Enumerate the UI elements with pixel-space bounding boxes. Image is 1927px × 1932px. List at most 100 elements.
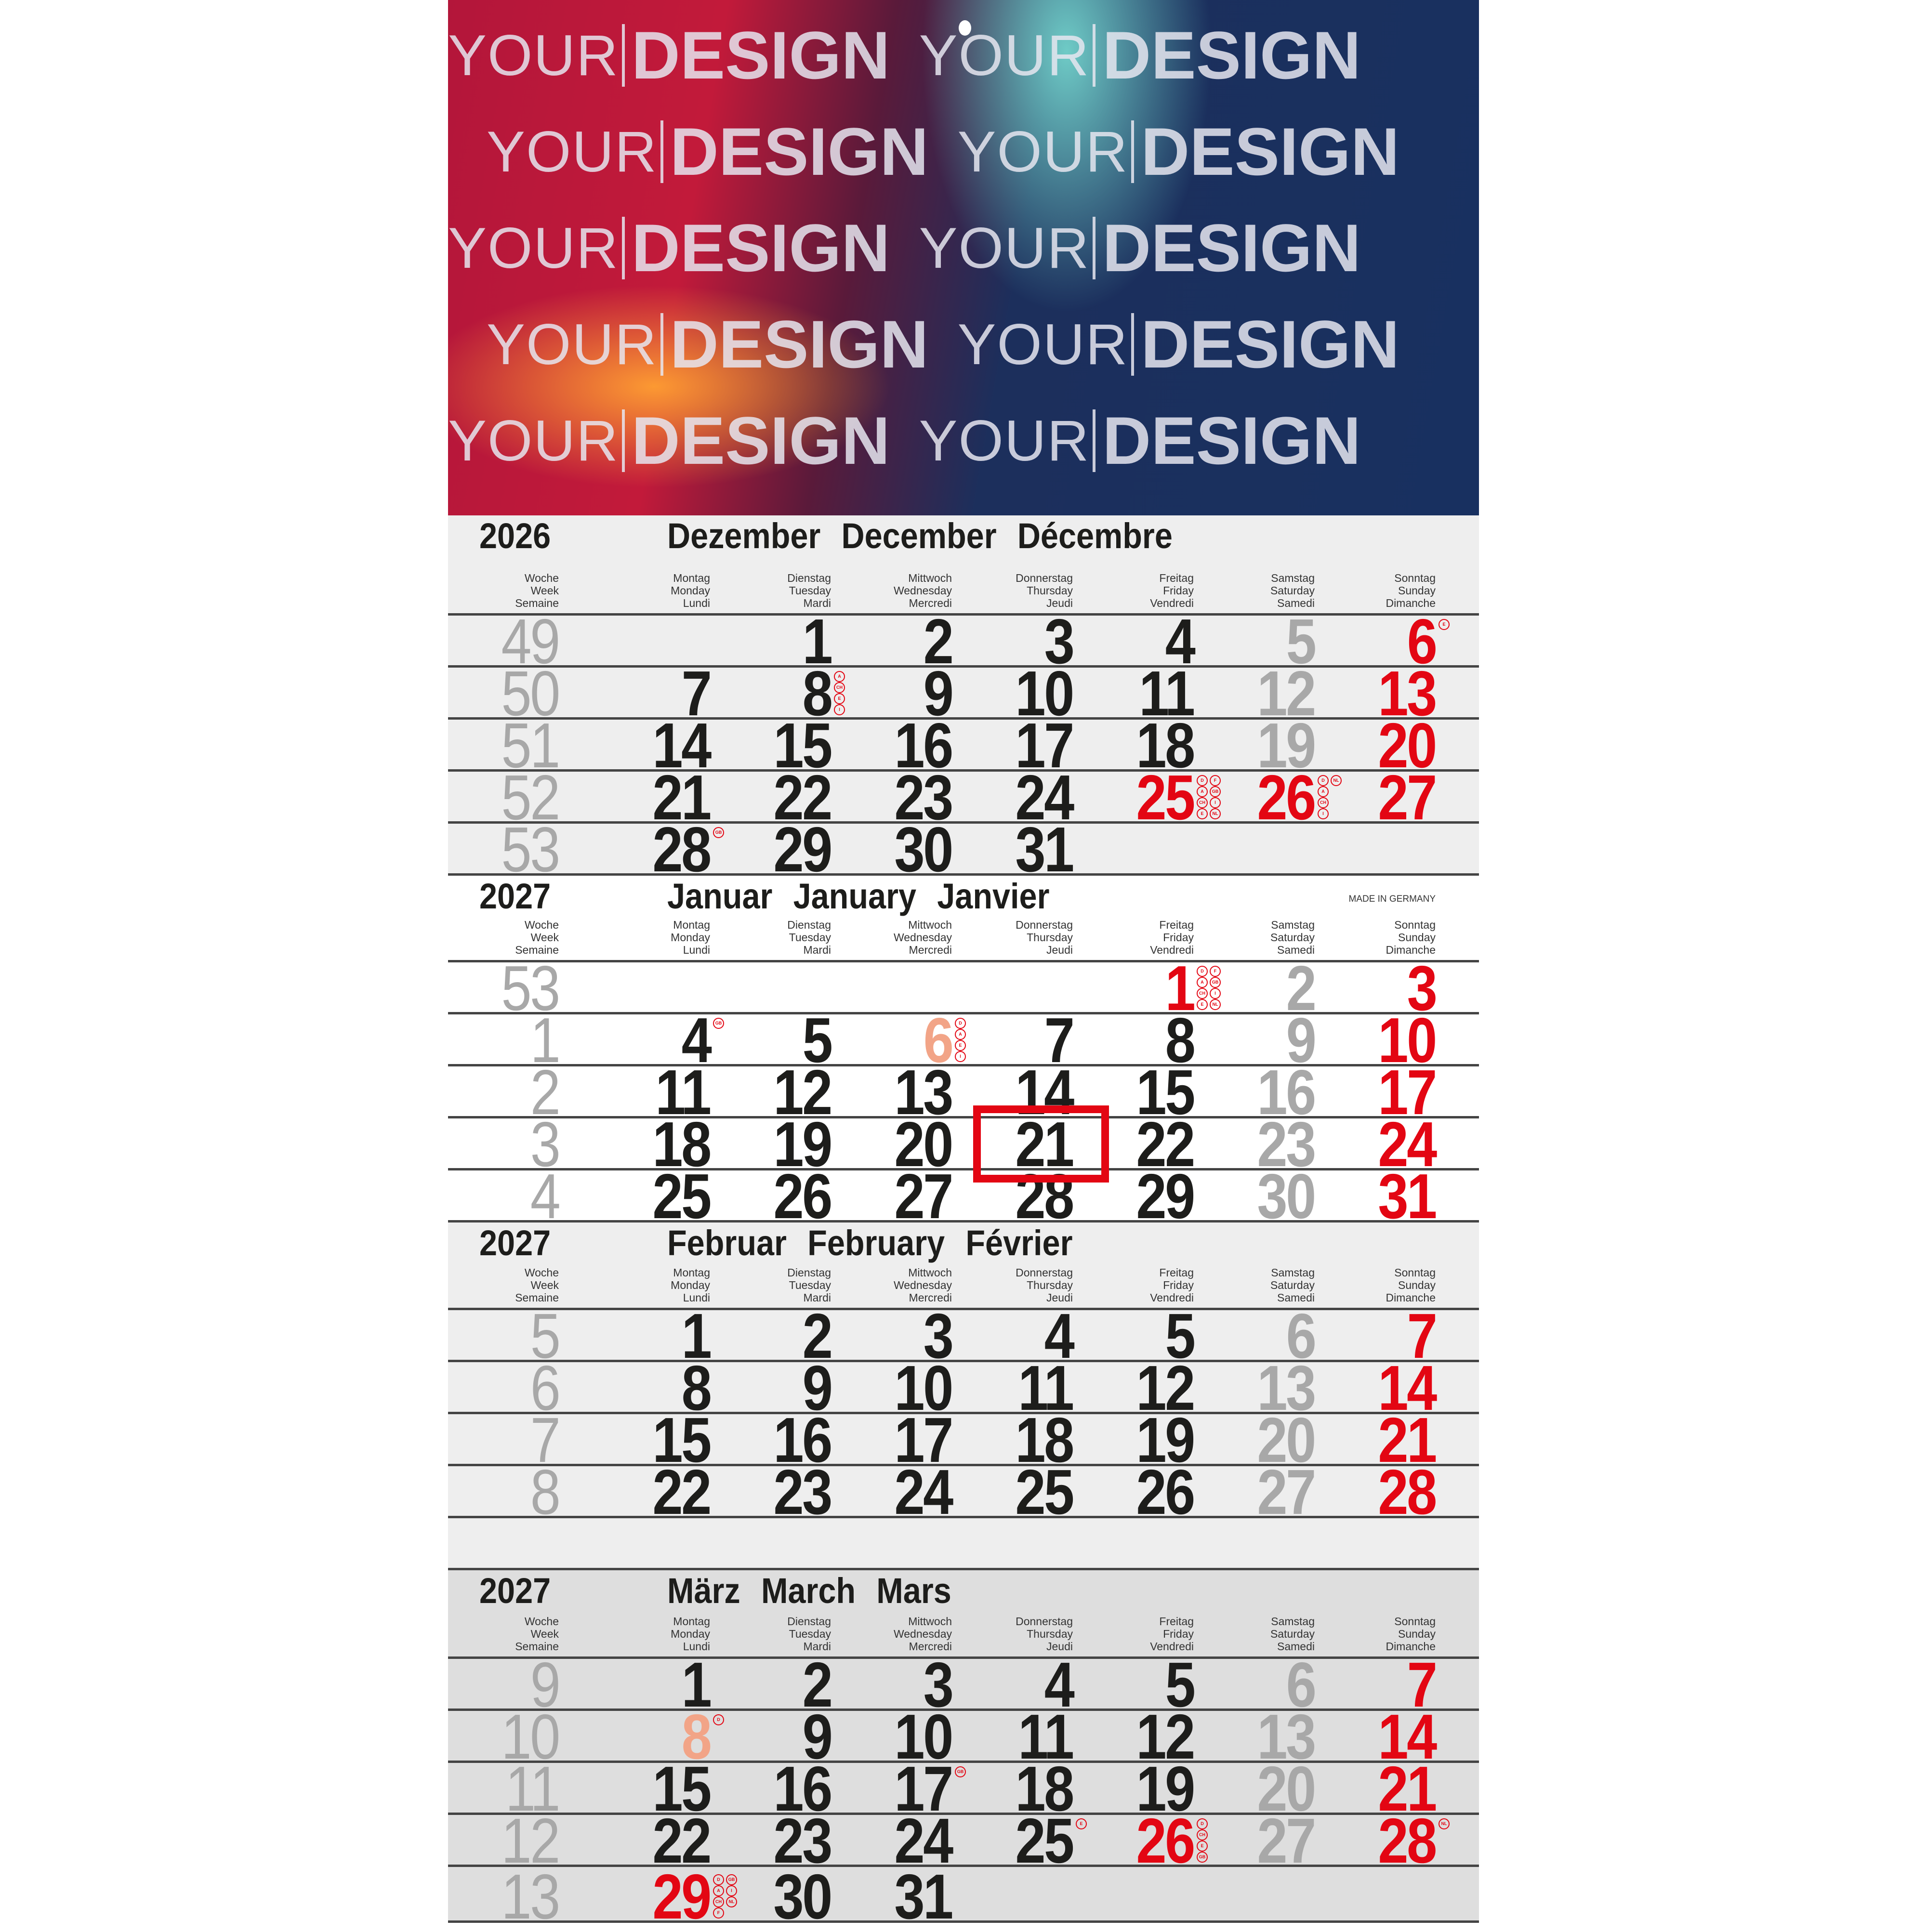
- day-cell[interactable]: 5: [1073, 1304, 1195, 1368]
- day-cell[interactable]: 25: [589, 1165, 712, 1228]
- day-cell[interactable]: 18: [589, 1113, 712, 1176]
- day-cell[interactable]: 25 D A CH E F GB I NL: [1073, 766, 1221, 829]
- day-cell[interactable]: 4: [952, 1304, 1074, 1368]
- day-cell[interactable]: 7: [1315, 1653, 1437, 1717]
- day-cell[interactable]: 19: [710, 1113, 833, 1176]
- day-cell[interactable]: 22: [1073, 1113, 1196, 1176]
- day-cell[interactable]: 23: [1194, 1113, 1317, 1176]
- day-cell[interactable]: 3: [831, 1304, 953, 1368]
- day-cell[interactable]: 11: [952, 1705, 1075, 1769]
- day-cell[interactable]: 15: [1073, 1061, 1196, 1124]
- day-cell[interactable]: 4: [1073, 610, 1195, 673]
- day-cell[interactable]: 21: [1315, 1408, 1438, 1472]
- day-cell[interactable]: 1 D A CH E F GB I NL: [1073, 957, 1221, 1020]
- day-cell[interactable]: 5: [1194, 610, 1316, 673]
- day-cell[interactable]: 20: [1194, 1757, 1317, 1821]
- day-cell[interactable]: 5: [1073, 1653, 1195, 1717]
- day-cell[interactable]: 2: [831, 610, 953, 673]
- day-cell[interactable]: 29 D A CH F GB I NL: [589, 1865, 737, 1929]
- day-cell[interactable]: 10: [831, 1356, 954, 1420]
- day-cell[interactable]: 7: [1315, 1304, 1437, 1368]
- day-cell[interactable]: 26 D CH E GB: [1073, 1809, 1208, 1873]
- day-cell[interactable]: 3: [952, 610, 1074, 673]
- day-cell[interactable]: 12: [1194, 662, 1317, 725]
- day-cell[interactable]: 23: [710, 1809, 833, 1873]
- day-cell[interactable]: 7: [952, 1009, 1074, 1072]
- day-cell[interactable]: 12: [1073, 1356, 1196, 1420]
- day-cell[interactable]: 27: [1315, 766, 1438, 829]
- day-cell[interactable]: 8 A CH E I: [710, 662, 845, 725]
- day-cell[interactable]: 4 GB: [589, 1009, 724, 1072]
- day-cell[interactable]: 17 GB: [831, 1757, 966, 1821]
- day-cell[interactable]: 17: [1315, 1061, 1438, 1124]
- day-cell[interactable]: 4: [952, 1653, 1074, 1717]
- day-cell[interactable]: 9: [710, 1356, 832, 1420]
- day-cell[interactable]: 14: [1315, 1356, 1438, 1420]
- day-cell[interactable]: 2: [1194, 957, 1316, 1020]
- day-cell[interactable]: 11: [952, 1356, 1075, 1420]
- day-cell[interactable]: 18: [952, 1757, 1075, 1821]
- day-cell[interactable]: 16: [710, 1408, 833, 1472]
- day-cell[interactable]: 3: [831, 1653, 953, 1717]
- day-cell[interactable]: 15: [589, 1408, 712, 1472]
- day-cell[interactable]: 20: [831, 1113, 954, 1176]
- day-cell[interactable]: 17: [831, 1408, 954, 1472]
- day-cell[interactable]: 31: [1315, 1165, 1438, 1228]
- day-cell[interactable]: 27: [1194, 1809, 1317, 1873]
- day-cell[interactable]: 21: [589, 766, 712, 829]
- day-cell[interactable]: 22: [710, 766, 833, 829]
- day-cell[interactable]: 25: [952, 1460, 1075, 1524]
- day-cell[interactable]: 31: [952, 818, 1075, 881]
- day-cell[interactable]: 10: [1315, 1009, 1438, 1072]
- day-cell[interactable]: 15: [589, 1757, 712, 1821]
- day-cell[interactable]: 23: [831, 766, 954, 829]
- day-cell[interactable]: 11: [1073, 662, 1196, 725]
- day-cell[interactable]: 9: [831, 662, 953, 725]
- day-cell[interactable]: 26: [1073, 1460, 1196, 1524]
- day-cell[interactable]: 31: [831, 1865, 954, 1929]
- day-cell[interactable]: 8: [589, 1356, 712, 1420]
- day-cell[interactable]: 9: [710, 1705, 832, 1769]
- day-cell[interactable]: 22: [589, 1460, 712, 1524]
- day-cell[interactable]: 3: [1315, 957, 1437, 1020]
- day-cell[interactable]: 19: [1073, 1408, 1196, 1472]
- day-cell[interactable]: 17: [952, 714, 1075, 777]
- day-cell[interactable]: 15: [710, 714, 833, 777]
- day-cell[interactable]: 10: [952, 662, 1075, 725]
- date-marker-slider[interactable]: [973, 1105, 1109, 1183]
- day-cell[interactable]: 1: [710, 610, 832, 673]
- day-cell[interactable]: 19: [1194, 714, 1317, 777]
- day-cell[interactable]: 16: [710, 1757, 833, 1821]
- day-cell[interactable]: 13: [1315, 662, 1438, 725]
- day-cell[interactable]: 12: [710, 1061, 833, 1124]
- day-cell[interactable]: 14: [589, 714, 712, 777]
- day-cell[interactable]: 11: [589, 1061, 712, 1124]
- day-cell[interactable]: 13: [831, 1061, 954, 1124]
- day-cell[interactable]: 23: [710, 1460, 833, 1524]
- day-cell[interactable]: 28 GB: [589, 818, 724, 881]
- day-cell[interactable]: 9: [1194, 1009, 1316, 1072]
- day-cell[interactable]: 12: [1073, 1705, 1196, 1769]
- day-cell[interactable]: 20: [1194, 1408, 1317, 1472]
- day-cell[interactable]: 25 E: [952, 1809, 1087, 1873]
- day-cell[interactable]: 16: [831, 714, 954, 777]
- day-cell[interactable]: 18: [1073, 714, 1196, 777]
- day-cell[interactable]: 30: [1194, 1165, 1317, 1228]
- day-cell[interactable]: 14: [1315, 1705, 1438, 1769]
- day-cell[interactable]: 7: [589, 662, 712, 725]
- day-cell[interactable]: 8: [1073, 1009, 1195, 1072]
- day-cell[interactable]: 29: [1073, 1165, 1196, 1228]
- day-cell[interactable]: 24: [831, 1809, 954, 1873]
- day-cell[interactable]: 21: [1315, 1757, 1438, 1821]
- day-cell[interactable]: 6: [1194, 1653, 1316, 1717]
- day-cell[interactable]: 19: [1073, 1757, 1196, 1821]
- day-cell[interactable]: 28 NL: [1315, 1809, 1450, 1873]
- day-cell[interactable]: 24: [831, 1460, 954, 1524]
- day-cell[interactable]: 13: [1194, 1705, 1317, 1769]
- day-cell[interactable]: 22: [589, 1809, 712, 1873]
- day-cell[interactable]: 5: [710, 1009, 832, 1072]
- day-cell[interactable]: 13: [1194, 1356, 1317, 1420]
